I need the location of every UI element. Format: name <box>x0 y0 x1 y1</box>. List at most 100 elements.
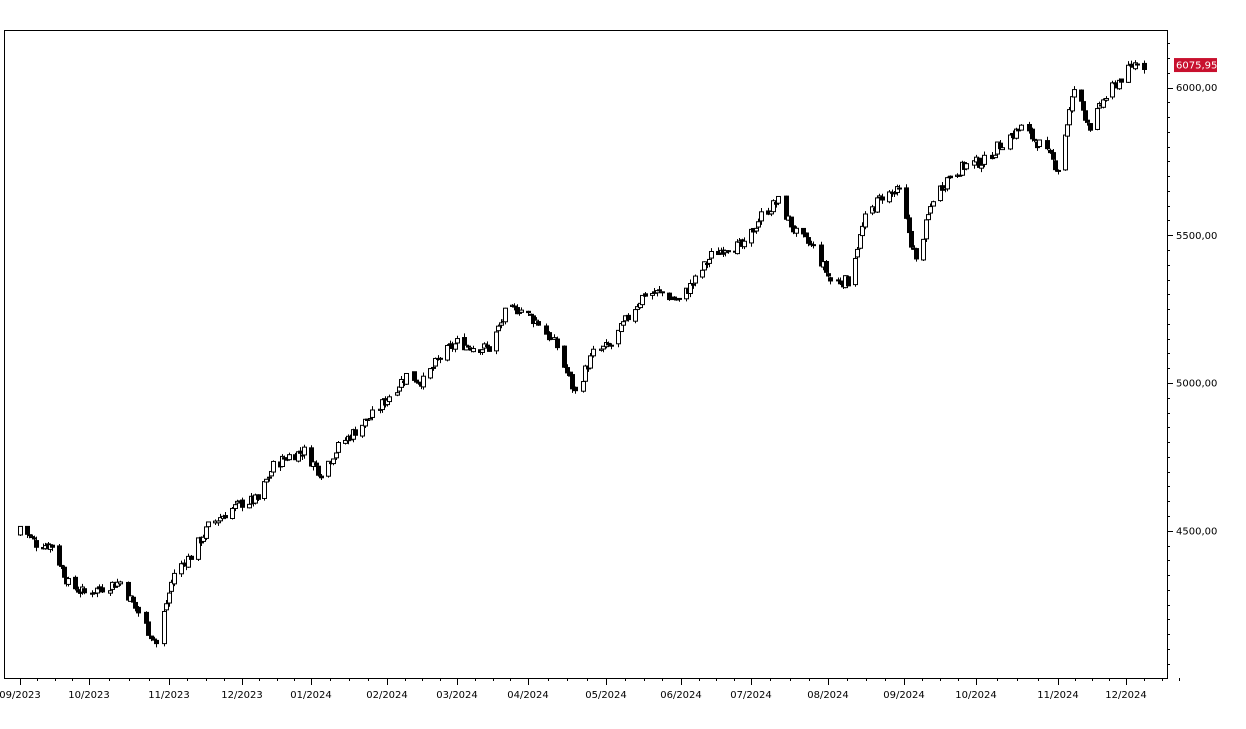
candle-down <box>34 540 39 548</box>
candle-down <box>189 555 194 560</box>
candle-up <box>924 219 929 240</box>
candle-down <box>1142 62 1147 70</box>
candle-up <box>503 307 508 323</box>
candle-up <box>331 458 336 465</box>
candle-up <box>370 409 375 418</box>
candle-down <box>606 342 611 346</box>
candle-up <box>794 227 799 234</box>
candle-up <box>336 442 341 453</box>
x-axis: 09/2023 10/2023 11/2023 12/2023 01/2024 02/20… <box>0 678 1180 701</box>
last-value-badge <box>1174 58 1217 73</box>
candle-down <box>412 371 417 381</box>
candle-down <box>1135 63 1140 66</box>
candle-up <box>588 355 593 369</box>
candle-up <box>860 225 865 237</box>
candle-up <box>640 294 645 306</box>
candle-down <box>466 345 471 348</box>
candle-down <box>316 465 321 476</box>
candle-down <box>536 321 541 326</box>
x-tick-label: 12/2024 <box>1105 690 1147 701</box>
candle-up <box>700 269 705 278</box>
candle-down <box>547 332 552 341</box>
candle-down <box>50 544 55 548</box>
candle-up <box>892 192 897 195</box>
candle-up <box>1065 124 1070 137</box>
candle-up <box>858 234 863 249</box>
candle-up <box>368 417 373 421</box>
candle-up <box>1019 124 1024 131</box>
candle-down <box>32 537 37 540</box>
candle-up <box>395 392 400 396</box>
candle-down <box>573 386 578 392</box>
candle-up <box>931 201 936 207</box>
candle-down <box>30 536 35 539</box>
candle-down <box>57 545 62 566</box>
candle-down <box>677 297 682 300</box>
candle-up <box>172 572 177 585</box>
candle-down <box>314 462 319 466</box>
candle-down <box>149 635 154 640</box>
candle-up <box>499 322 504 326</box>
candle-up <box>1110 82 1115 98</box>
y-tick-label: 6000,00 <box>1176 83 1217 94</box>
candle-down <box>880 196 885 201</box>
candle-up <box>431 366 436 369</box>
candle-up <box>601 345 606 350</box>
candle-down <box>562 345 567 368</box>
x-tick-label: 10/2024 <box>955 690 997 701</box>
candle-up <box>271 460 276 473</box>
candle-down <box>223 515 228 519</box>
candle-down <box>59 564 64 567</box>
candle-down <box>256 494 261 500</box>
candle-up <box>164 603 169 611</box>
candle-up <box>945 177 950 190</box>
candle-down <box>62 566 67 578</box>
candle-down <box>1083 110 1088 121</box>
candle-down <box>512 305 517 308</box>
candle-up <box>247 503 252 509</box>
candle-down <box>487 346 492 352</box>
candle-up <box>196 537 201 560</box>
candle-up <box>326 460 331 477</box>
candle-up <box>302 446 307 456</box>
candle-up <box>118 581 123 585</box>
candle-up <box>343 439 348 444</box>
candle-up <box>897 187 902 190</box>
candle-up <box>583 365 588 382</box>
candle-up <box>162 610 167 645</box>
candle-up <box>230 507 235 520</box>
candle-up <box>1095 108 1100 130</box>
candle-down <box>948 175 953 179</box>
candle-down <box>914 248 919 260</box>
candle-up <box>267 476 272 479</box>
candle-up <box>993 154 998 159</box>
candle-up <box>1008 134 1013 150</box>
candle-down <box>1032 138 1037 141</box>
candle-up <box>1104 98 1109 101</box>
candle-down <box>565 367 570 374</box>
candle-up <box>759 211 764 222</box>
candle-down <box>1079 89 1084 102</box>
y-axis: 4500,00 5000,00 5500,00 6000,00 <box>1167 31 1217 678</box>
plot-frame <box>4 30 1168 679</box>
candle-up <box>754 227 759 232</box>
candle-down <box>806 237 811 244</box>
candle-down <box>801 227 806 235</box>
candle-up <box>262 481 267 499</box>
candle-up <box>280 455 285 468</box>
candle-up <box>387 396 392 403</box>
candle-down <box>804 232 809 238</box>
candle-up <box>875 197 880 213</box>
candle-up <box>735 241 740 255</box>
candle-up <box>438 357 443 360</box>
candle-up <box>926 214 931 221</box>
candle-up <box>206 521 211 528</box>
candle-up <box>756 221 761 228</box>
candle-up <box>887 191 892 203</box>
candle-down <box>626 314 631 321</box>
candle-up <box>855 248 860 258</box>
candle-up <box>186 555 191 568</box>
y-tick-label: 5000,00 <box>1176 379 1217 390</box>
x-tick-label: 01/2024 <box>290 690 332 701</box>
candle-up <box>853 257 858 286</box>
